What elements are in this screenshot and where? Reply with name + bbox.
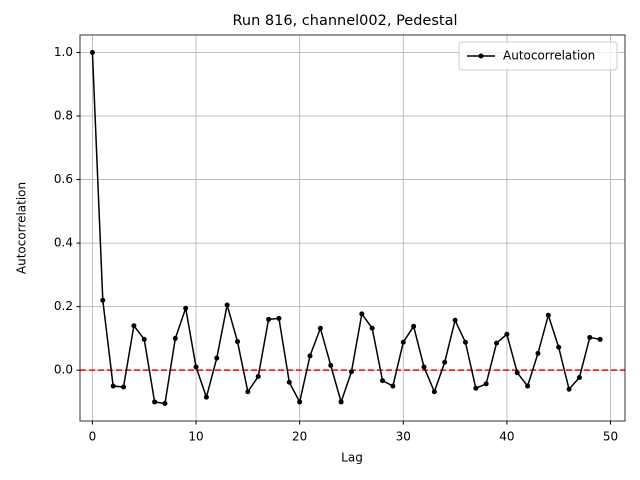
data-point: [514, 370, 520, 376]
legend-box: [458, 41, 618, 71]
data-point: [266, 316, 272, 322]
y-tick-label: 1.0: [54, 45, 73, 59]
data-point: [297, 399, 303, 405]
data-point: [183, 305, 189, 311]
y-tick-label: 0.4: [54, 236, 73, 250]
data-point: [89, 49, 95, 55]
data-point: [338, 399, 344, 405]
data-point: [172, 335, 178, 341]
plot-frame: [79, 34, 626, 422]
data-point: [452, 317, 458, 323]
y-tick-label: 0.6: [54, 172, 73, 186]
data-point: [494, 340, 500, 346]
data-point: [131, 323, 137, 329]
data-point: [214, 355, 220, 361]
data-point: [276, 315, 282, 321]
data-point: [421, 364, 427, 370]
data-point: [307, 353, 313, 359]
data-point: [504, 331, 510, 337]
data-point: [193, 364, 199, 370]
x-tick-label: 10: [188, 430, 203, 444]
x-tick-label: 50: [603, 430, 618, 444]
data-point: [100, 297, 106, 303]
data-point: [400, 339, 406, 345]
data-point: [587, 334, 593, 340]
data-point: [328, 362, 334, 368]
legend-marker: [478, 53, 484, 59]
x-tick-label: 30: [396, 430, 411, 444]
y-axis-label: Autocorrelation: [15, 182, 29, 274]
data-point: [597, 336, 603, 342]
data-point: [152, 399, 158, 405]
data-point: [224, 302, 230, 308]
data-point: [545, 312, 551, 318]
data-point: [462, 339, 468, 345]
data-point: [162, 401, 168, 407]
y-tick-label: 0.0: [54, 363, 73, 377]
data-point: [369, 325, 375, 331]
data-point: [535, 350, 541, 356]
chart-title: Run 816, channel002, Pedestal: [232, 13, 457, 29]
data-point: [566, 386, 572, 392]
data-point: [121, 384, 127, 390]
x-tick-label: 40: [499, 430, 514, 444]
data-point: [556, 344, 562, 350]
x-tick-label: 0: [89, 430, 97, 444]
data-point: [380, 378, 386, 384]
y-tick-label: 0.8: [54, 109, 73, 123]
data-point: [245, 389, 251, 395]
data-point: [359, 311, 365, 317]
legend: Autocorrelation: [458, 41, 618, 71]
legend-label: Autocorrelation: [503, 49, 595, 63]
data-point: [442, 359, 448, 365]
data-point: [234, 339, 240, 345]
x-axis-label: Lag: [341, 451, 363, 465]
data-point: [525, 383, 531, 389]
y-tick-label: 0.2: [54, 299, 73, 313]
data-line: [91, 52, 601, 405]
data-point: [141, 336, 147, 342]
data-point: [411, 323, 417, 329]
data-point: [317, 325, 323, 331]
data-point: [255, 374, 261, 380]
data-point: [203, 394, 209, 400]
data-point: [286, 379, 292, 385]
data-point: [110, 383, 116, 389]
data-point: [483, 381, 489, 387]
data-point: [576, 374, 582, 380]
data-point: [390, 383, 396, 389]
data-point: [431, 389, 437, 395]
x-tick-label: 20: [292, 430, 307, 444]
data-point: [473, 385, 479, 391]
data-point: [348, 369, 354, 375]
